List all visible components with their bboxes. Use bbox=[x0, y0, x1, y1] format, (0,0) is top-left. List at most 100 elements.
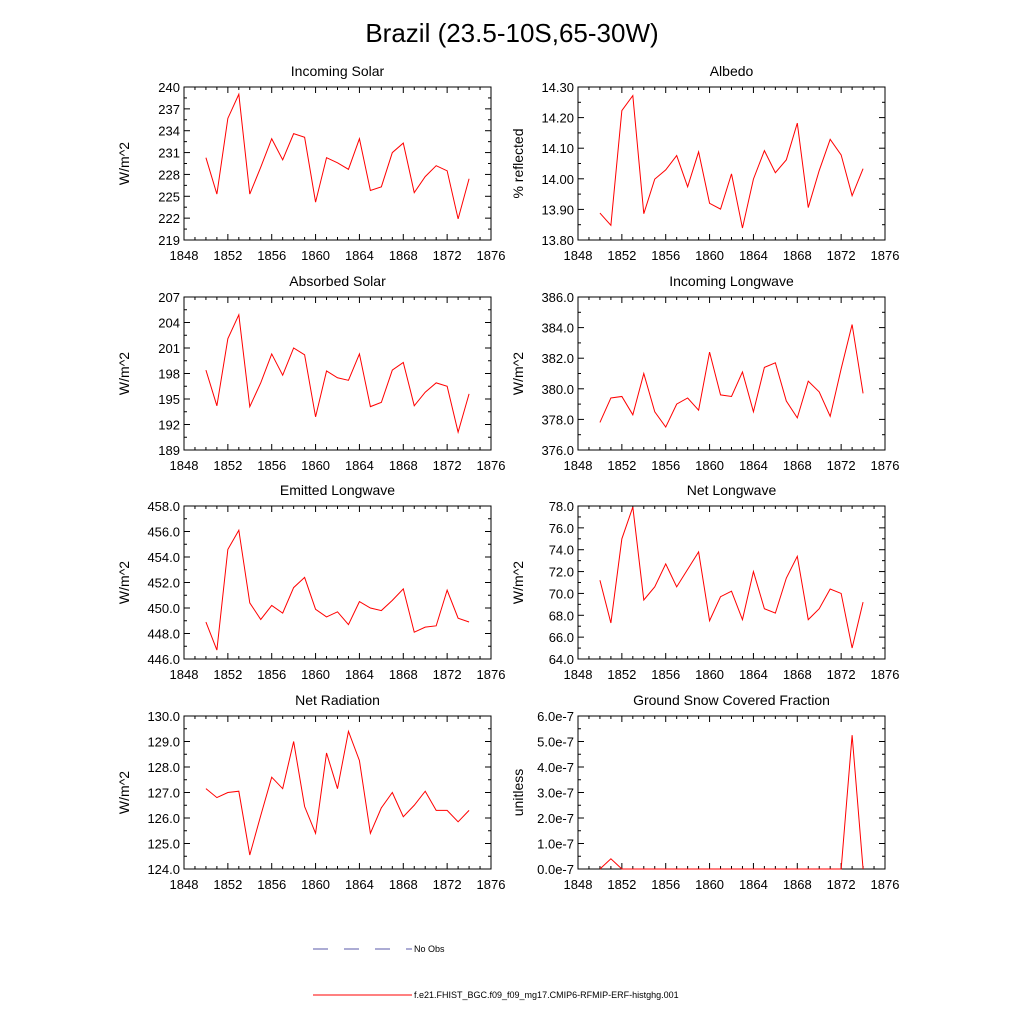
incoming-solar-x-tick-label: 1868 bbox=[389, 248, 418, 263]
absorbed-solar-x-tick-label: 1864 bbox=[345, 458, 374, 473]
incoming-solar-x-tick-label: 1848 bbox=[170, 248, 199, 263]
absorbed-solar-y-tick-label: 201 bbox=[158, 341, 180, 356]
incoming-solar-y-tick-label: 225 bbox=[158, 189, 180, 204]
emitted-longwave-y-tick-label: 452.0 bbox=[147, 576, 180, 591]
net-radiation-y-tick-label: 125.0 bbox=[147, 837, 180, 852]
albedo-y-tick-label: 14.10 bbox=[541, 141, 574, 156]
absorbed-solar-y-tick-label: 207 bbox=[158, 290, 180, 305]
emitted-longwave-panel: Emitted Longwave W/m^2 1848 1852 1856 1860 186… bbox=[116, 482, 505, 682]
net-radiation-x-tick-label: 1856 bbox=[257, 877, 286, 892]
albedo-x-tick-label: 1872 bbox=[827, 248, 856, 263]
albedo-y-tick-label: 14.00 bbox=[541, 172, 574, 187]
ground-snow-covered-fraction-y-tick-label: 5.0e-7 bbox=[537, 735, 574, 750]
absorbed-solar-x-tick-label: 1868 bbox=[389, 458, 418, 473]
absorbed-solar-x-tick-label: 1856 bbox=[257, 458, 286, 473]
albedo-title: Albedo bbox=[710, 63, 754, 79]
ground-snow-covered-fraction-x-tick-label: 1848 bbox=[564, 877, 593, 892]
albedo-x-tick-label: 1876 bbox=[871, 248, 900, 263]
emitted-longwave-x-tick-label: 1864 bbox=[345, 667, 374, 682]
incoming-longwave-x-tick-label: 1852 bbox=[607, 458, 636, 473]
incoming-longwave-y-tick-label: 378.0 bbox=[541, 412, 574, 427]
net-longwave-x-tick-label: 1864 bbox=[739, 667, 768, 682]
ground-snow-covered-fraction-x-tick-label: 1860 bbox=[695, 877, 724, 892]
absorbed-solar-panel: Absorbed Solar W/m^2 1848 1852 1856 1860 1864 1… bbox=[116, 273, 505, 473]
legend-model-label: f.e21.FHIST_BGC.f09_f09_mg17.CMIP6-RFMIP… bbox=[414, 990, 679, 1000]
ground-snow-covered-fraction-x-tick-label: 1864 bbox=[739, 877, 768, 892]
absorbed-solar-y-tick-label: 189 bbox=[158, 443, 180, 458]
incoming-longwave-x-tick-label: 1856 bbox=[651, 458, 680, 473]
emitted-longwave-y-tick-label: 456.0 bbox=[147, 525, 180, 540]
albedo-y-tick-label: 14.20 bbox=[541, 111, 574, 126]
albedo-x-tick-label: 1864 bbox=[739, 248, 768, 263]
net-radiation-x-tick-label: 1864 bbox=[345, 877, 374, 892]
incoming-longwave-y-axis-label: W/m^2 bbox=[510, 352, 526, 395]
albedo-y-tick-label: 13.80 bbox=[541, 233, 574, 248]
legend-obs-label: No Obs bbox=[414, 944, 445, 954]
ground-snow-covered-fraction-title: Ground Snow Covered Fraction bbox=[633, 692, 830, 708]
net-radiation-y-tick-label: 129.0 bbox=[147, 735, 180, 750]
emitted-longwave-y-axis-label: W/m^2 bbox=[116, 561, 132, 604]
albedo-y-tick-label: 13.90 bbox=[541, 202, 574, 217]
net-radiation-x-tick-label: 1876 bbox=[477, 877, 506, 892]
incoming-solar-y-tick-label: 222 bbox=[158, 211, 180, 226]
incoming-solar-x-tick-label: 1864 bbox=[345, 248, 374, 263]
absorbed-solar-y-axis-label: W/m^2 bbox=[116, 352, 132, 395]
ground-snow-covered-fraction-x-tick-label: 1868 bbox=[783, 877, 812, 892]
net-longwave-y-tick-label: 68.0 bbox=[549, 608, 574, 623]
incoming-solar-y-tick-label: 228 bbox=[158, 167, 180, 182]
net-radiation-x-tick-label: 1868 bbox=[389, 877, 418, 892]
absorbed-solar-x-tick-label: 1860 bbox=[301, 458, 330, 473]
net-radiation-x-tick-label: 1860 bbox=[301, 877, 330, 892]
incoming-longwave-title: Incoming Longwave bbox=[669, 273, 794, 289]
net-longwave-x-tick-label: 1848 bbox=[564, 667, 593, 682]
net-longwave-y-axis-label: W/m^2 bbox=[510, 561, 526, 604]
albedo-panel: Albedo % reflected 1848 1852 1856 1860 1864 186… bbox=[510, 63, 899, 263]
ground-snow-covered-fraction-x-tick-label: 1872 bbox=[827, 877, 856, 892]
net-radiation-panel: Net Radiation W/m^2 1848 1852 1856 1860 1864 18… bbox=[116, 692, 505, 892]
net-radiation-x-tick-label: 1872 bbox=[433, 877, 462, 892]
emitted-longwave-x-tick-label: 1868 bbox=[389, 667, 418, 682]
net-longwave-y-tick-label: 78.0 bbox=[549, 499, 574, 514]
absorbed-solar-x-tick-label: 1876 bbox=[477, 458, 506, 473]
incoming-solar-y-tick-label: 219 bbox=[158, 233, 180, 248]
emitted-longwave-title: Emitted Longwave bbox=[280, 482, 395, 498]
incoming-solar-series-line bbox=[205, 92, 470, 220]
net-radiation-y-tick-label: 127.0 bbox=[147, 786, 180, 801]
net-longwave-x-tick-label: 1860 bbox=[695, 667, 724, 682]
ground-snow-covered-fraction-x-tick-label: 1852 bbox=[607, 877, 636, 892]
albedo-x-tick-label: 1852 bbox=[607, 248, 636, 263]
incoming-solar-x-tick-label: 1876 bbox=[477, 248, 506, 263]
emitted-longwave-x-tick-label: 1860 bbox=[301, 667, 330, 682]
albedo-y-axis-label: % reflected bbox=[510, 128, 526, 198]
incoming-longwave-y-tick-label: 384.0 bbox=[541, 321, 574, 336]
legend: No Obs f.e21.FHIST_BGC.f09_f09_mg17.CMIP… bbox=[313, 944, 679, 1000]
incoming-solar-y-tick-label: 237 bbox=[158, 102, 180, 117]
incoming-longwave-panel: Incoming Longwave W/m^2 1848 1852 1856 1860 18… bbox=[510, 273, 899, 473]
ground-snow-covered-fraction-y-tick-label: 2.0e-7 bbox=[537, 811, 574, 826]
incoming-longwave-series-line bbox=[599, 324, 864, 429]
incoming-solar-x-tick-label: 1856 bbox=[257, 248, 286, 263]
panel-grid: Incoming Solar W/m^2 1848 1852 1856 1860 1864 1… bbox=[116, 63, 899, 892]
net-longwave-panel: Net Longwave W/m^2 1848 1852 1856 1860 1864 186… bbox=[510, 482, 899, 682]
emitted-longwave-series-line bbox=[205, 528, 470, 651]
albedo-series-line bbox=[599, 94, 864, 229]
incoming-longwave-y-tick-label: 382.0 bbox=[541, 351, 574, 366]
albedo-x-tick-label: 1860 bbox=[695, 248, 724, 263]
absorbed-solar-x-tick-label: 1872 bbox=[433, 458, 462, 473]
net-radiation-series-line bbox=[205, 729, 470, 856]
incoming-solar-title: Incoming Solar bbox=[291, 63, 385, 79]
incoming-solar-y-tick-label: 240 bbox=[158, 80, 180, 95]
net-longwave-y-tick-label: 70.0 bbox=[549, 586, 574, 601]
incoming-longwave-x-tick-label: 1864 bbox=[739, 458, 768, 473]
emitted-longwave-y-tick-label: 454.0 bbox=[147, 550, 180, 565]
incoming-longwave-y-tick-label: 380.0 bbox=[541, 382, 574, 397]
net-radiation-y-axis-label: W/m^2 bbox=[116, 771, 132, 814]
net-longwave-y-tick-label: 64.0 bbox=[549, 652, 574, 667]
emitted-longwave-y-tick-label: 448.0 bbox=[147, 627, 180, 642]
net-radiation-x-tick-label: 1852 bbox=[213, 877, 242, 892]
net-longwave-y-tick-label: 72.0 bbox=[549, 565, 574, 580]
net-longwave-series-line bbox=[599, 506, 864, 649]
ground-snow-covered-fraction-y-axis-label: unitless bbox=[510, 769, 526, 816]
emitted-longwave-y-tick-label: 450.0 bbox=[147, 601, 180, 616]
net-radiation-y-tick-label: 130.0 bbox=[147, 709, 180, 724]
